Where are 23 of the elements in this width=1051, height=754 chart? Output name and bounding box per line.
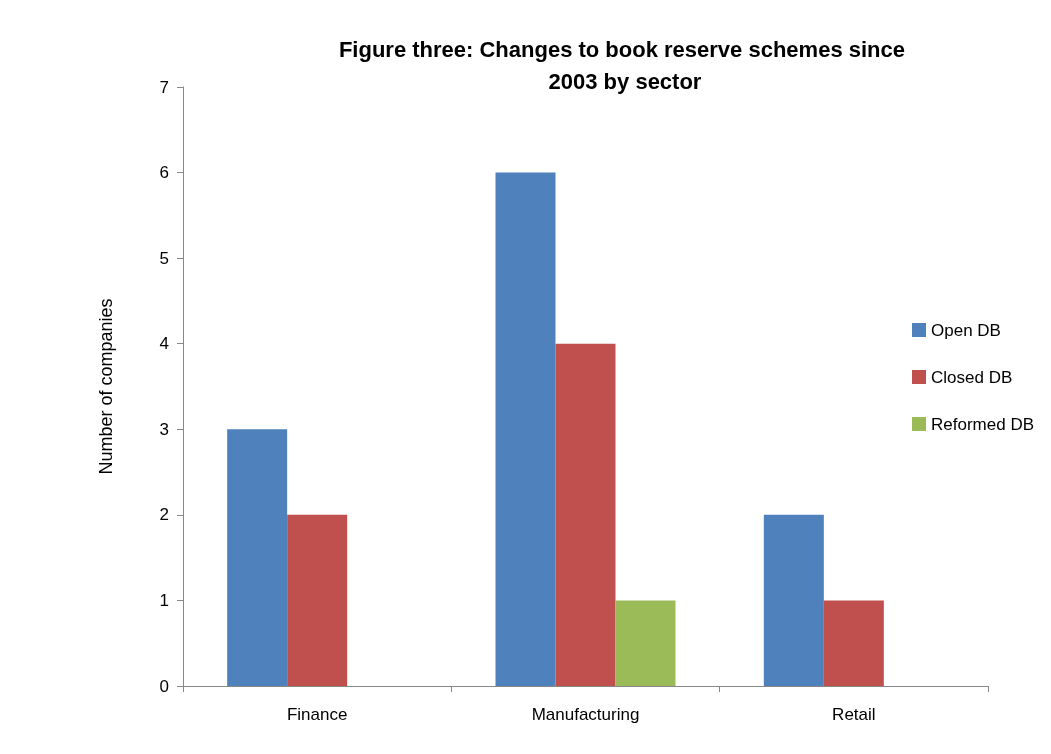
y-axis-title: Number of companies bbox=[96, 298, 116, 475]
y-tick-label: 4 bbox=[159, 334, 169, 354]
x-tick-label: Finance bbox=[286, 705, 348, 724]
x-tick-label: Retail bbox=[832, 705, 876, 724]
legend-label: Open DB bbox=[931, 320, 1001, 340]
bar bbox=[823, 600, 884, 686]
legend-label: Closed DB bbox=[931, 367, 1013, 387]
y-tick-label: 1 bbox=[159, 590, 169, 610]
y-tick-label: 5 bbox=[159, 248, 169, 268]
y-tick-label: 2 bbox=[159, 505, 169, 525]
y-tick-label: 0 bbox=[159, 676, 169, 696]
y-tick-label: 7 bbox=[159, 77, 169, 97]
bar bbox=[555, 343, 616, 686]
bar bbox=[615, 600, 676, 686]
bar bbox=[227, 429, 288, 686]
bar bbox=[495, 172, 556, 686]
chart-title: Figure three: Changes to book reserve schemes since 2003 by sector bbox=[338, 36, 912, 94]
bar bbox=[763, 514, 824, 686]
legend-label: Reformed DB bbox=[931, 414, 1034, 434]
bar bbox=[287, 514, 348, 686]
y-tick-label: 3 bbox=[159, 419, 169, 439]
y-tick-label: 6 bbox=[159, 163, 169, 183]
x-tick-label: Manufacturing bbox=[531, 705, 640, 724]
